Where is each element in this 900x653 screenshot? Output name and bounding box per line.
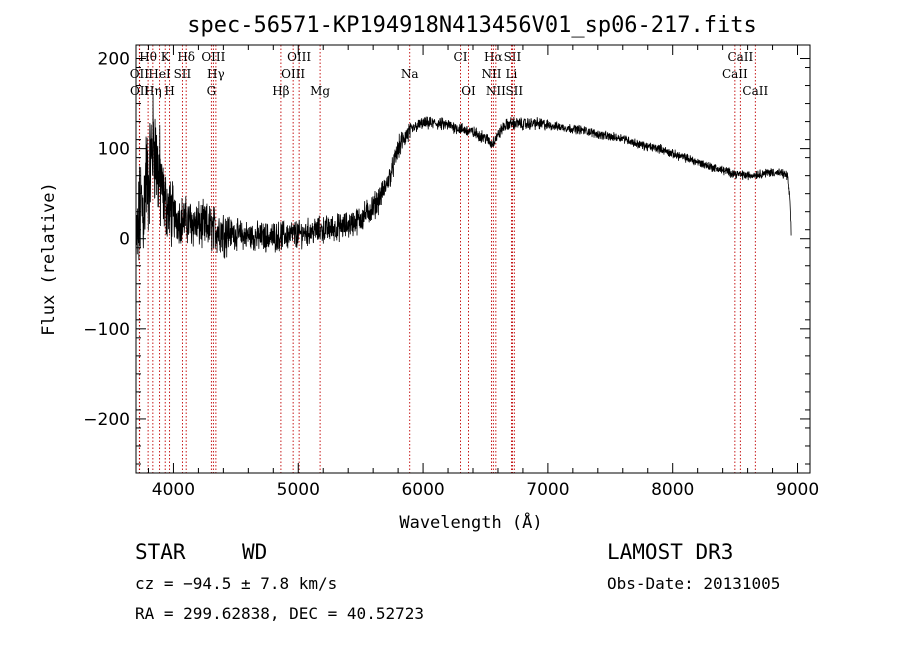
line-label: G: [207, 84, 217, 98]
line-label: Mg: [310, 84, 330, 98]
x-tick-label: 5000: [277, 480, 320, 500]
y-tick-label: 0: [119, 230, 130, 250]
axis-ticks: 4000 5000 6000 7000 8000 9000 −200 −100 0 100 200: [83, 45, 819, 500]
y-tick-label: 100: [98, 140, 130, 160]
x-tick-label: 6000: [401, 480, 444, 500]
line-label: Hδ: [177, 50, 195, 64]
spectrum-series: [136, 94, 792, 261]
line-label: Hγ: [207, 67, 225, 81]
plot-frame: [135, 44, 811, 474]
line-label: Na: [401, 67, 419, 81]
line-label: Hβ: [272, 84, 289, 98]
line-label: K: [161, 50, 171, 64]
y-axis-label: Flux (relative): [39, 182, 59, 336]
line-label: OIII: [201, 50, 225, 64]
line-label: CaII: [727, 50, 753, 64]
line-label: CaII: [722, 67, 748, 81]
x-tick-label: 7000: [526, 480, 569, 500]
y-tick-label: −200: [83, 410, 130, 430]
line-label: CI: [454, 50, 468, 64]
line-label: OIII: [281, 67, 305, 81]
line-label: Hη: [144, 84, 162, 98]
redshift-cz: cz = −94.5 ± 7.8 km/s: [135, 574, 337, 593]
x-axis-label: Wavelength (Å): [399, 511, 542, 533]
ra-dec-coordinates: RA = 299.62838, DEC = 40.52723: [135, 604, 424, 623]
y-tick-label: −100: [83, 320, 130, 340]
spectrum-line: [136, 94, 792, 261]
line-label: CaII: [742, 84, 768, 98]
line-label: SII: [505, 84, 523, 98]
x-tick-label: 9000: [776, 480, 819, 500]
y-tick-label: 200: [98, 50, 130, 70]
line-label: OII: [130, 84, 150, 98]
line-label: Hα: [484, 50, 503, 64]
line-label: NII: [486, 84, 506, 98]
line-label: H: [164, 84, 174, 98]
line-label: HeI: [148, 67, 171, 81]
x-tick-label: 4000: [152, 480, 195, 500]
observation-date: Obs-Date: 20131005: [607, 574, 780, 593]
line-label: SII: [504, 50, 522, 64]
line-label: OI: [461, 84, 476, 98]
survey-name: LAMOST DR3: [607, 540, 733, 564]
object-class: STAR: [135, 540, 186, 564]
line-label: OIII: [287, 50, 311, 64]
line-label: SII: [174, 67, 192, 81]
object-subclass: WD: [242, 540, 267, 564]
x-tick-label: 8000: [651, 480, 694, 500]
line-label: Li: [506, 67, 518, 81]
line-label: NII: [481, 67, 501, 81]
line-label: Hθ: [139, 50, 157, 64]
chart-title: spec-56571-KP194918N413456V01_sp06-217.f…: [187, 13, 757, 38]
